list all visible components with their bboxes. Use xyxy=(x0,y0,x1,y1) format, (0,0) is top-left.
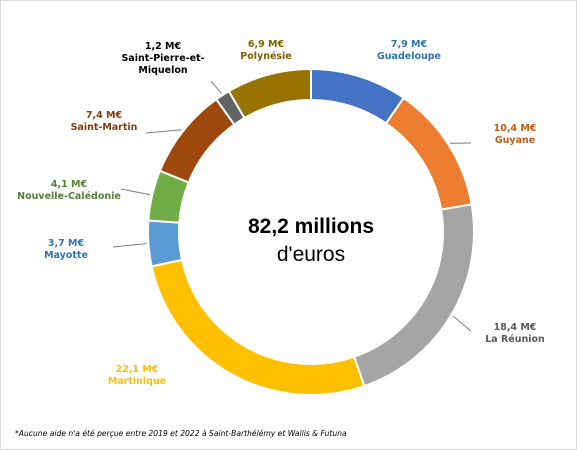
footnote: *Aucune aide n'a été perçue entre 2019 e… xyxy=(15,429,347,438)
data-label: 6,9 M€ Polynésie xyxy=(240,39,292,62)
data-label: 4,1 M€ Nouvelle-Calédonie xyxy=(17,179,121,202)
leader-line xyxy=(120,188,151,196)
leader-line xyxy=(210,80,222,94)
data-label: 1,2 M€ Saint-Pierre-et-Miquelon xyxy=(121,41,204,76)
slice-guyane xyxy=(384,96,473,211)
center-total: 82,2 millions xyxy=(248,215,374,238)
slice-polyn-sie xyxy=(227,67,312,120)
data-label: 7,9 M€ Guadeloupe xyxy=(377,39,441,62)
slice-saint-martin xyxy=(158,97,236,184)
data-label: 3,7 M€ Mayotte xyxy=(44,238,88,261)
data-label: 22,1 M€ Martinique xyxy=(108,364,166,387)
data-label: 18,4 M€ La Réunion xyxy=(485,322,545,345)
slice-mayotte xyxy=(147,219,184,268)
slice-martinique xyxy=(150,258,366,396)
data-label: 10,4 M€ Guyane xyxy=(494,123,537,146)
leader-lines xyxy=(112,80,472,332)
leader-line xyxy=(452,315,472,332)
center-unit: d'euros xyxy=(277,243,345,266)
slice-labels: 7,9 M€ Guadeloupe 10,4 M€ Guyane 18,4 M€ La R… xyxy=(17,39,545,387)
leader-line xyxy=(112,243,147,248)
donut-slices xyxy=(147,67,475,396)
data-label: 7,4 M€ Saint-Martin xyxy=(71,110,138,133)
slice-guadeloupe xyxy=(310,67,406,125)
leader-line xyxy=(145,129,182,134)
